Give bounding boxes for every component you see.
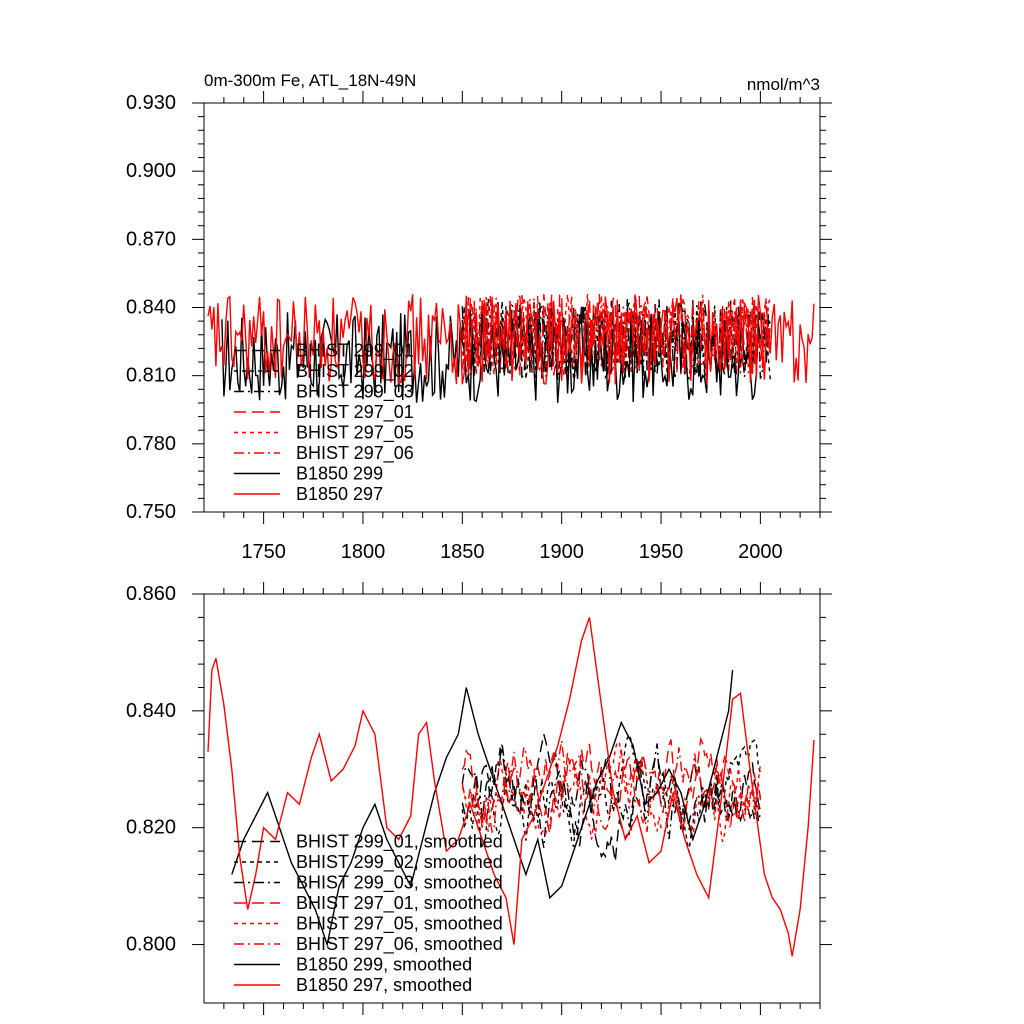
legend-label-4: BHIST 297_05 — [296, 423, 414, 444]
y-tick-label: 0.860 — [126, 583, 176, 605]
legend-label-5: BHIST 297_06 — [296, 443, 414, 464]
y-tick-label: 0.810 — [126, 365, 176, 387]
legend-label-5: BHIST 297_06, smoothed — [296, 934, 503, 955]
legend-label-2: BHIST 299_03, smoothed — [296, 873, 503, 894]
legend-label-2: BHIST 299_03 — [296, 382, 414, 403]
series-line-7 — [207, 294, 815, 385]
legend-label-0: BHIST 299_01 — [296, 341, 414, 362]
top-panel: 0m-300m Fe, ATL_18N-49N nmol/m^3 0.7500.… — [126, 71, 832, 563]
legend-label-1: BHIST 299_02 — [296, 361, 414, 382]
legend-label-1: BHIST 299_02, smoothed — [296, 852, 503, 873]
legend-label-6: B1850 299, smoothed — [296, 955, 472, 975]
y-tick-label: 0.840 — [126, 297, 176, 319]
x-tick-label: 2000 — [738, 541, 783, 563]
x-tick-label: 1750 — [241, 541, 286, 563]
legend-label-7: B1850 297, smoothed — [296, 975, 472, 995]
series-line-7 — [207, 617, 815, 957]
y-tick-label: 0.870 — [126, 228, 176, 250]
legend-label-3: BHIST 297_01 — [296, 402, 414, 423]
top-axes: 0.750 0.780 0.810 0.840 0.870 0.900 0.930 1750 1… — [126, 91, 832, 563]
chart-title: 0m-300m Fe, ATL_18N-49N — [204, 71, 416, 90]
legend-label-0: BHIST 299_01, smoothed — [296, 832, 503, 853]
legend-label-6: B1850 299 — [296, 464, 383, 484]
y-tick-label: 0.800 — [126, 934, 176, 956]
bottom-panel: 0.800 0.820 0.840 0.860 BHIST 299_01, smoot… — [126, 582, 832, 1015]
x-tick-label: 1900 — [539, 541, 584, 563]
legend-label-7: B1850 297 — [296, 484, 383, 504]
y-tick-label: 0.780 — [126, 433, 176, 455]
units-label: nmol/m^3 — [747, 75, 820, 94]
series-line-6 — [231, 669, 734, 948]
y-tick-label: 0.820 — [126, 817, 176, 839]
bottom-axes: 0.800 0.820 0.840 0.860 — [126, 582, 832, 1015]
legend-label-4: BHIST 297_05, smoothed — [296, 914, 503, 935]
series-line-3 — [461, 736, 762, 834]
x-tick-label: 1800 — [341, 541, 386, 563]
x-tick-label: 1850 — [440, 541, 485, 563]
y-tick-label: 0.840 — [126, 700, 176, 722]
bottom-series-group — [207, 617, 815, 957]
y-tick-label: 0.930 — [126, 92, 176, 114]
y-tick-label: 0.900 — [126, 160, 176, 182]
legend-label-3: BHIST 297_01, smoothed — [296, 893, 503, 914]
plot-frame — [203, 593, 821, 1004]
x-tick-label: 1950 — [639, 541, 684, 563]
series-line-4 — [461, 741, 762, 843]
y-tick-label: 0.750 — [126, 501, 176, 523]
top-series-group — [207, 292, 815, 403]
